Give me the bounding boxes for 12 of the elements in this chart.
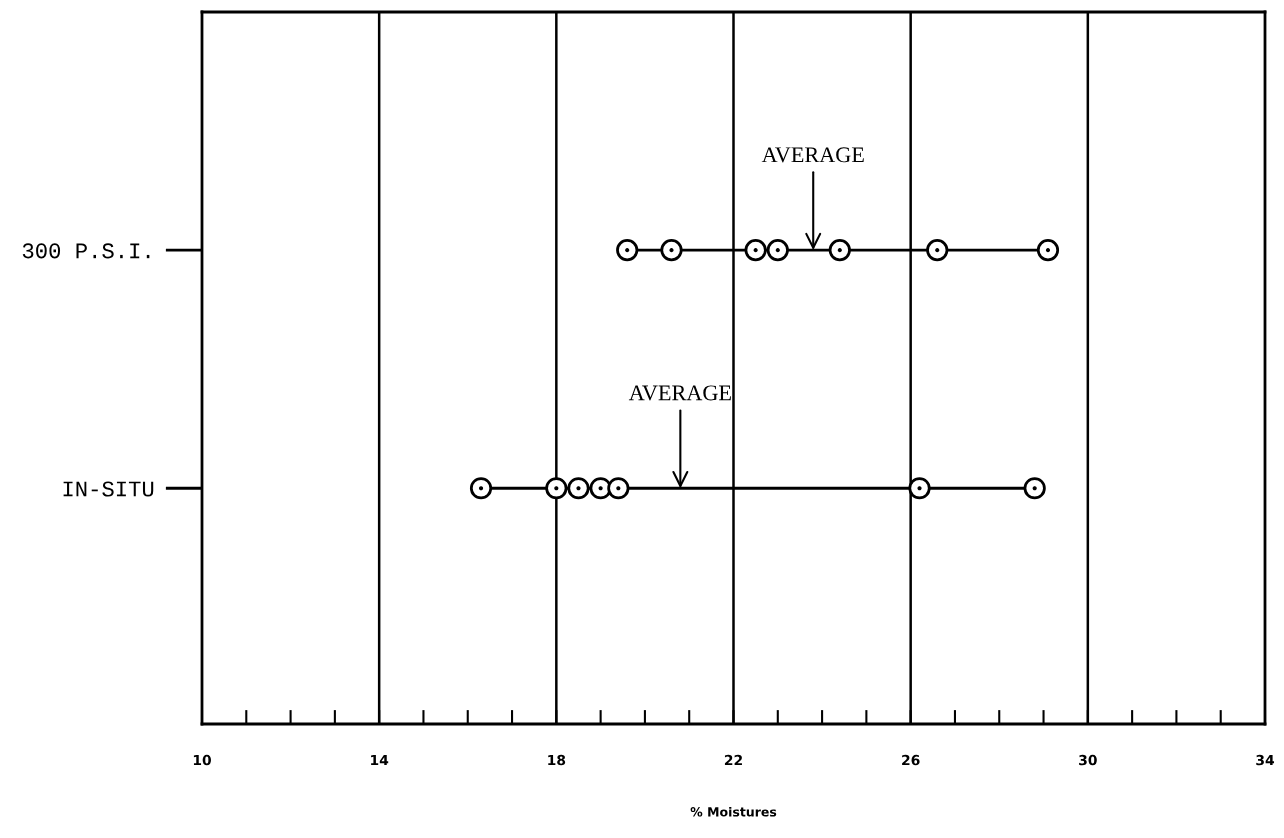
x-tick-label: 22 [724,754,742,766]
annotation: AVERAGE [761,147,864,163]
y-tick-label: IN-SITU [63,481,154,497]
x-tick-label: 30 [1079,754,1097,766]
x-tick-label: 18 [548,754,566,766]
x-tick-label: 10 [193,754,211,766]
x-tick-label: 26 [902,754,920,766]
annotation: AVERAGE [628,385,731,401]
x-tick-label: 14 [371,754,389,766]
x-tick-label: 34 [1256,754,1275,766]
y-tick-label: 300 P.S.I. [22,243,150,259]
x-axis-title: % Moistures [690,806,777,817]
